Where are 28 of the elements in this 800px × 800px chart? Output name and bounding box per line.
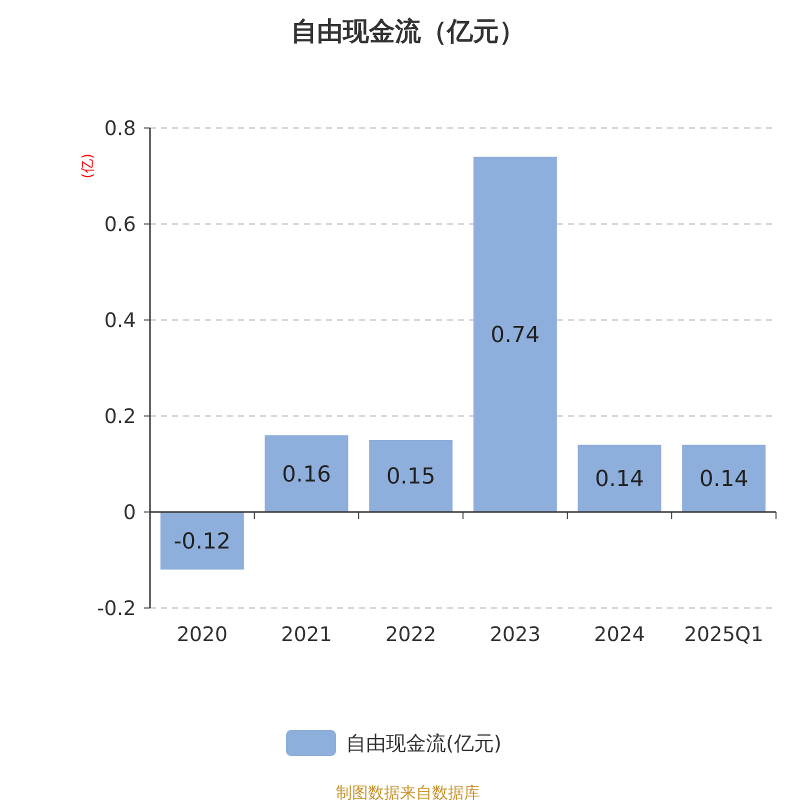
x-tick-label: 2021 bbox=[281, 622, 332, 646]
data-label: -0.12 bbox=[174, 530, 231, 554]
y-tick-label: 0 bbox=[123, 500, 136, 524]
data-label: 0.15 bbox=[386, 464, 436, 490]
y-tick-label: 0.8 bbox=[104, 116, 136, 140]
data-label: 0.74 bbox=[490, 323, 540, 348]
data-label: 0.14 bbox=[699, 467, 748, 492]
x-tick-label: 2020 bbox=[176, 622, 228, 646]
y-tick-label: 0.6 bbox=[104, 212, 136, 236]
data-label: 0.14 bbox=[595, 467, 644, 492]
chart-title: 自由现金流（亿元） bbox=[291, 17, 525, 47]
text: 制图数据来自数据库 bbox=[336, 783, 480, 800]
data-label: 0.16 bbox=[282, 462, 331, 488]
x-tick-label: 2024 bbox=[594, 622, 645, 646]
x-tick-label: 2023 bbox=[490, 622, 541, 646]
legend-label: 自由现金流(亿元) bbox=[346, 731, 502, 755]
y-axis-title: (亿) bbox=[80, 154, 96, 178]
bar bbox=[369, 440, 453, 512]
bar bbox=[264, 435, 348, 512]
bar bbox=[473, 156, 557, 512]
y-tick-label: -0.2 bbox=[96, 596, 136, 620]
x-tick-label: 2022 bbox=[385, 622, 436, 646]
y-tick-label: 0.4 bbox=[104, 308, 136, 332]
bar bbox=[682, 444, 766, 512]
x-tick-label: 2025Q1 bbox=[684, 622, 764, 646]
bar bbox=[160, 512, 244, 570]
y-tick-label: 0.2 bbox=[104, 404, 136, 428]
bar bbox=[578, 444, 662, 512]
